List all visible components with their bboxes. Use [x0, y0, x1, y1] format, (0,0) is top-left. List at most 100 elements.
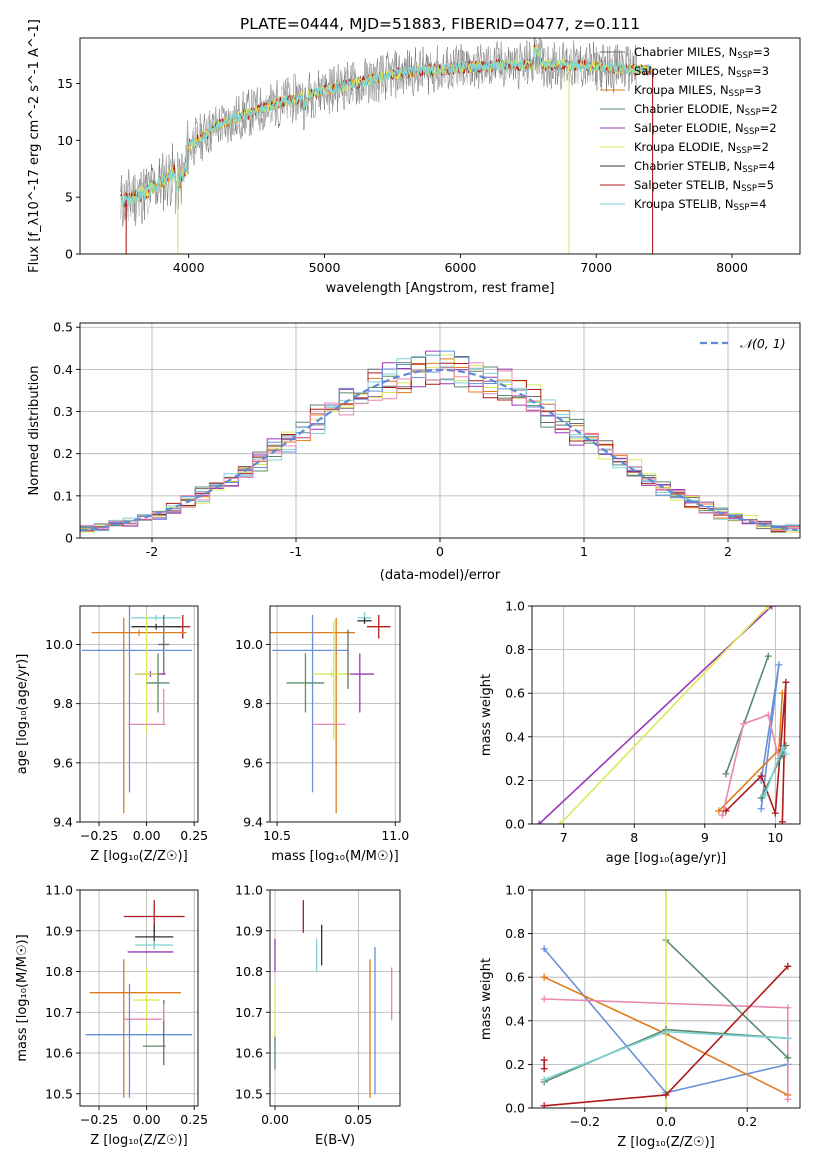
- y-axis-label: age [log₁₀(age/yr)]: [15, 654, 30, 775]
- spectrum-line: [120, 45, 653, 209]
- y-tick-label: 0.4: [505, 729, 525, 744]
- plot-area: [80, 890, 198, 1106]
- point-marker: [540, 945, 548, 953]
- point-marker: [778, 744, 786, 752]
- grid: [80, 890, 198, 1106]
- x-tick-label: 8: [630, 830, 638, 845]
- point-marker: [662, 1104, 670, 1108]
- y-tick-label: 0.6: [505, 686, 525, 701]
- y-tick-label: 10.7: [235, 1005, 263, 1020]
- legend: Chabrier MILES, NSSP=3 Salpeter MILES, NS…: [600, 45, 778, 213]
- point-marker: [540, 1065, 548, 1073]
- point-marker: [662, 1091, 670, 1099]
- y-axis-label: mass weight: [479, 958, 494, 1040]
- point-marker: [662, 1028, 670, 1036]
- x-tick-label: 6000: [444, 260, 476, 275]
- y-tick-label: 0.2: [505, 1057, 525, 1072]
- x-tick-label: −0.2: [570, 1114, 600, 1129]
- point-marker: [782, 750, 790, 758]
- y-tick-label: 15: [57, 76, 73, 91]
- panel-age_vs_Z: −0.25 0.00 0.25 9.4 9.6 9.8 10.0 Z [log₁₀(Z/Z☉)…: [15, 605, 208, 864]
- legend-label: Chabrier MILES, NSSP=3: [634, 45, 770, 61]
- legend-label: Salpeter STELIB, NSSP=5: [634, 178, 774, 194]
- point-marker: [784, 962, 792, 970]
- grid: [532, 606, 800, 824]
- point-marker: [757, 805, 765, 813]
- legend-label: 𝒩(0, 1): [740, 336, 786, 351]
- axes-frame: [269, 605, 401, 823]
- x-tick-label: 0.0: [656, 1114, 676, 1129]
- plot-area: [270, 890, 400, 1106]
- y-tick-label: 1.0: [505, 599, 525, 614]
- point-marker: [784, 1095, 792, 1103]
- x-tick-label: 9: [701, 830, 709, 845]
- y-tick-label: 5: [65, 190, 73, 205]
- point-marker: [540, 995, 548, 1003]
- point-marker: [768, 606, 776, 610]
- x-tick-label: 4000: [173, 260, 205, 275]
- x-tick-label: 0.2: [737, 1114, 757, 1129]
- y-tick-label: 9.4: [53, 815, 73, 830]
- point-marker: [715, 807, 723, 815]
- x-axis-label: wavelength [Angstrom, rest frame]: [326, 281, 555, 296]
- panel-residuals: -2 -1 0 1 2 0 0.1 0.2 0.3 0.4 0.5 (data-model)/erro…: [27, 320, 801, 583]
- x-axis-label: age [log₁₀(age/yr)]: [606, 851, 727, 866]
- axes-frame: [79, 37, 801, 255]
- y-tick-label: 1.0: [505, 883, 525, 898]
- x-tick-label: 11.0: [381, 828, 409, 843]
- y-tick-label: 0: [65, 531, 73, 546]
- y-tick-label: 11.0: [235, 883, 263, 898]
- y-tick-label: 0.1: [53, 488, 73, 503]
- y-axis-label: mass [log₁₀(M/M☉)]: [15, 934, 30, 1061]
- x-axis-label: (data-model)/error: [380, 568, 501, 583]
- x-tick-label: 0.00: [133, 828, 161, 843]
- point-marker: [540, 1056, 548, 1064]
- axes-frame: [79, 605, 199, 823]
- y-tick-label: 10.0: [235, 637, 263, 652]
- x-tick-label: 8000: [716, 260, 748, 275]
- panel-spectrum: 4000 5000 6000 7000 8000 0 5 10 15 wavelength [An…: [27, 19, 801, 296]
- legend-label: Kroupa ELODIE, NSSP=2: [634, 140, 769, 156]
- y-tick-label: 10.7: [45, 1005, 73, 1020]
- panel-age_vs_mass: 10.5 11.0 9.4 9.6 9.8 10.0 mass [log₁₀(M/M☉)]: [235, 605, 409, 864]
- spectrum-line: [120, 38, 638, 227]
- plot-area: [270, 606, 400, 822]
- axes-frame: [269, 889, 401, 1107]
- y-axis-label: Flux [f_λ10^-17 erg cm^-2 s^-1 A^-1]: [27, 19, 42, 273]
- point-marker: [722, 807, 730, 815]
- x-tick-label: 0.00: [261, 1112, 289, 1127]
- series-line: [559, 606, 769, 824]
- y-tick-label: 10.5: [45, 1086, 73, 1101]
- point-marker: [540, 1076, 548, 1084]
- plot-area: [532, 606, 800, 824]
- point-marker: [778, 818, 786, 824]
- x-tick-label: -2: [146, 544, 158, 559]
- plot-area: [80, 606, 198, 822]
- y-tick-label: 10.6: [45, 1046, 73, 1061]
- histogram-step: [80, 362, 800, 538]
- x-tick-label: 0.25: [180, 1112, 208, 1127]
- y-tick-label: 0.3: [53, 404, 73, 419]
- x-tick-label: 10: [767, 830, 783, 845]
- point-marker: [775, 661, 783, 669]
- grid: [80, 606, 198, 822]
- y-tick-label: 10.6: [235, 1046, 263, 1061]
- y-axis-label: mass weight: [479, 674, 494, 756]
- point-marker: [722, 770, 730, 778]
- point-marker: [540, 1102, 548, 1108]
- point-marker: [556, 820, 564, 824]
- legend-label: Kroupa STELIB, NSSP=4: [634, 197, 766, 213]
- legend-label: Salpeter ELODIE, NSSP=2: [634, 121, 777, 137]
- point-marker: [782, 742, 790, 750]
- plot-area: [120, 38, 654, 254]
- plot-area: [532, 890, 800, 1108]
- y-tick-label: 0.2: [505, 773, 525, 788]
- y-tick-label: 9.6: [243, 755, 263, 770]
- y-tick-label: 10: [57, 133, 73, 148]
- x-tick-label: 0.00: [133, 1112, 161, 1127]
- spectrum-line: [120, 46, 653, 209]
- x-tick-label: 7000: [580, 260, 612, 275]
- y-tick-label: 10.8: [235, 964, 263, 979]
